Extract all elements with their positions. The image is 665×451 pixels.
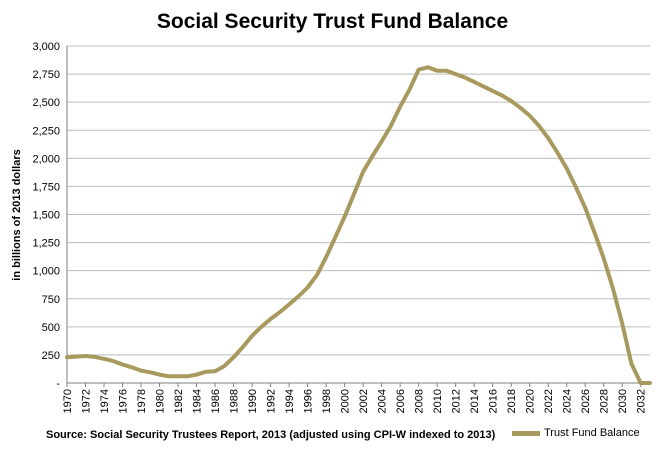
y-tick-label: 750 [42, 294, 60, 306]
x-tick-label: 1974 [99, 389, 111, 413]
x-tick-label: 1970 [62, 389, 74, 413]
x-tick-label: 2016 [488, 389, 500, 413]
x-tick-label: 1996 [303, 389, 315, 413]
x-tick-label: 1986 [210, 389, 222, 413]
legend-swatch [512, 430, 540, 436]
y-tick-label: 500 [42, 322, 60, 334]
y-tick-label: 2,250 [32, 125, 60, 137]
x-tick-label: 2024 [562, 389, 574, 413]
x-tick-label: 2004 [377, 389, 389, 413]
x-tick-label: 2028 [599, 389, 611, 413]
y-tick-label: 250 [42, 350, 60, 362]
x-tick-label: 1976 [118, 389, 130, 413]
y-tick-label: - [56, 378, 60, 390]
y-tick-label: 1,000 [32, 266, 60, 278]
x-tick-label: 1988 [229, 389, 241, 413]
x-tick-label: 1972 [81, 389, 93, 413]
y-tick-label: 2,000 [32, 153, 60, 165]
x-tick-label: 2006 [395, 389, 407, 413]
legend-label: Trust Fund Balance [544, 427, 640, 439]
x-tick-label: 1980 [155, 389, 167, 413]
y-tick-label: 3,000 [32, 41, 60, 53]
x-tick-label: 1978 [136, 389, 148, 413]
x-axis: 1970 1972 1974 1976 1978 1980 1982 1984 1986 1988… [62, 382, 650, 413]
series-layer [65, 65, 652, 385]
x-tick-label: 2008 [414, 389, 426, 413]
chart-title: Social Security Trust Fund Balance [156, 10, 509, 33]
x-tick-label: 2014 [469, 389, 481, 413]
x-tick-label: 1984 [192, 389, 204, 413]
gridlines [67, 45, 650, 356]
x-tick-label: 2026 [580, 389, 592, 413]
x-tick-label: 2000 [340, 389, 352, 413]
y-axis: - 250 500 750 1,000 1,250 1,500 1,750 2,000 2,250… [32, 41, 68, 390]
x-tick-label: 1990 [247, 389, 259, 413]
x-tick-label: 2010 [432, 389, 444, 413]
x-tick-label: 1998 [321, 389, 333, 413]
series-line [65, 65, 652, 385]
chart-source: Source: Social Security Trustees Report,… [46, 429, 496, 441]
x-tick-label: 2032 [636, 389, 648, 413]
x-tick-label: 1992 [266, 389, 278, 413]
y-tick-label: 2,500 [32, 97, 60, 109]
x-tick-label: 1994 [284, 389, 296, 413]
x-tick-label: 2018 [506, 389, 518, 413]
y-tick-label: 1,750 [32, 181, 60, 193]
y-tick-label: 1,500 [32, 210, 60, 222]
y-tick-label: 1,250 [32, 238, 60, 250]
x-tick-label: 2012 [451, 389, 463, 413]
y-axis-label: in billions of 2013 dollars [11, 149, 23, 280]
legend: Trust Fund Balance [512, 427, 640, 439]
x-tick-label: 2030 [617, 389, 629, 413]
y-tick-label: 2,750 [32, 69, 60, 81]
x-tick-label: 1982 [173, 389, 185, 413]
x-tick-label: 2002 [358, 389, 370, 413]
x-tick-label: 2022 [543, 389, 555, 413]
x-tick-label: 2020 [525, 389, 537, 413]
